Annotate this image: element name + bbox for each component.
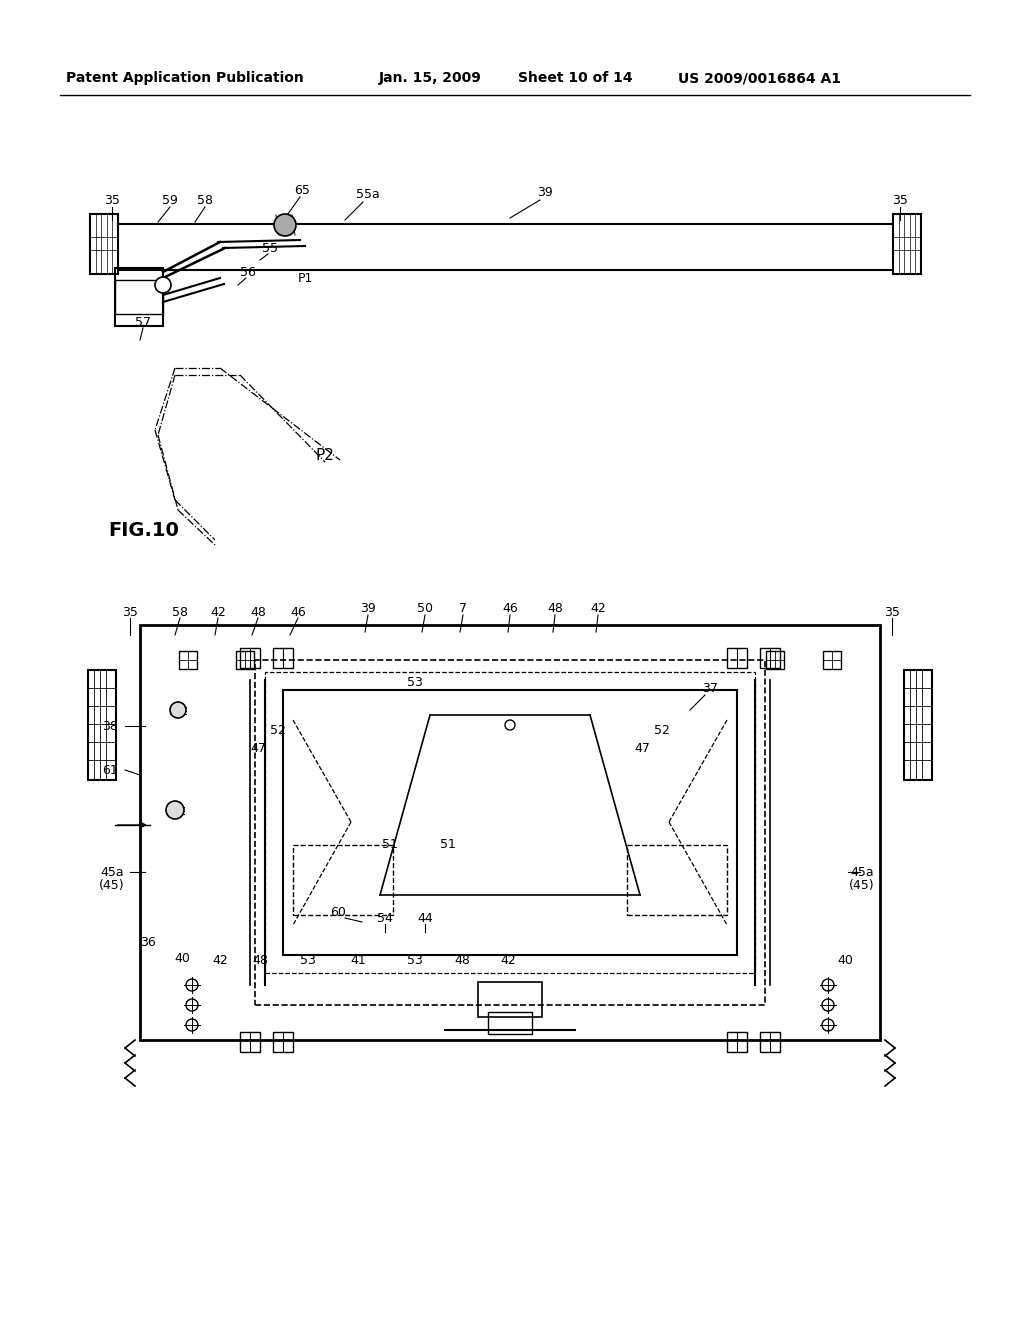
Circle shape — [155, 277, 171, 293]
Bar — [273, 1032, 293, 1052]
Text: 46: 46 — [290, 606, 306, 619]
Text: 39: 39 — [360, 602, 376, 615]
Text: 51: 51 — [440, 838, 456, 851]
Text: 40: 40 — [174, 952, 189, 965]
Bar — [140, 624, 880, 1040]
Bar — [293, 845, 393, 915]
Bar — [760, 648, 780, 668]
Text: 52: 52 — [654, 723, 670, 737]
Text: 48: 48 — [250, 606, 266, 619]
Text: P2: P2 — [315, 447, 335, 462]
Text: 41: 41 — [350, 953, 366, 966]
Text: 42: 42 — [212, 953, 228, 966]
Bar — [488, 1012, 532, 1034]
Text: 55a: 55a — [356, 189, 380, 202]
Text: 58: 58 — [197, 194, 213, 206]
Text: 47: 47 — [250, 742, 266, 755]
Text: 61: 61 — [102, 763, 118, 776]
Text: 65: 65 — [294, 183, 310, 197]
Text: (45): (45) — [849, 879, 874, 892]
Text: 50: 50 — [417, 602, 433, 615]
Text: 60: 60 — [330, 906, 346, 919]
Text: 7: 7 — [459, 602, 467, 615]
Text: 48: 48 — [547, 602, 563, 615]
Text: US 2009/0016864 A1: US 2009/0016864 A1 — [679, 71, 842, 84]
Circle shape — [274, 214, 296, 236]
Text: 57: 57 — [135, 315, 151, 329]
Text: P1: P1 — [297, 272, 312, 285]
Text: 45a: 45a — [850, 866, 873, 879]
Text: 48: 48 — [454, 953, 470, 966]
Bar — [727, 648, 746, 668]
Bar — [904, 671, 932, 780]
Bar — [478, 982, 542, 1016]
Bar — [255, 660, 765, 1005]
Bar — [627, 845, 727, 915]
Bar — [115, 280, 163, 314]
Text: 35: 35 — [122, 606, 138, 619]
Text: Jan. 15, 2009: Jan. 15, 2009 — [379, 71, 481, 84]
Bar — [893, 214, 921, 275]
Text: FIG.10: FIG.10 — [108, 520, 179, 540]
Text: 46: 46 — [502, 602, 518, 615]
Text: 59: 59 — [162, 194, 178, 206]
Bar — [265, 672, 755, 973]
Text: 47: 47 — [634, 742, 650, 755]
Text: 35: 35 — [104, 194, 120, 206]
Text: 56: 56 — [240, 265, 256, 279]
Text: 42: 42 — [500, 953, 516, 966]
Bar — [727, 1032, 746, 1052]
Text: 39: 39 — [538, 186, 553, 199]
Text: 53: 53 — [300, 953, 316, 966]
Text: 48: 48 — [252, 953, 268, 966]
Text: 54: 54 — [377, 912, 393, 924]
Text: 42: 42 — [210, 606, 226, 619]
Text: 35: 35 — [892, 194, 908, 206]
Text: 37: 37 — [702, 681, 718, 694]
Bar — [88, 671, 116, 780]
Bar — [115, 268, 163, 326]
Bar — [823, 651, 841, 669]
Text: 55: 55 — [262, 242, 278, 255]
Text: 38: 38 — [102, 719, 118, 733]
Text: 51: 51 — [382, 838, 398, 851]
Bar — [240, 648, 260, 668]
Text: 53: 53 — [408, 953, 423, 966]
Bar — [240, 1032, 260, 1052]
Bar — [766, 651, 784, 669]
Text: 42: 42 — [590, 602, 606, 615]
Bar — [236, 651, 254, 669]
Text: 36: 36 — [140, 936, 156, 949]
Circle shape — [170, 702, 186, 718]
Text: 58: 58 — [172, 606, 188, 619]
Text: 40: 40 — [837, 953, 853, 966]
Bar — [179, 651, 197, 669]
Text: 53: 53 — [408, 676, 423, 689]
Circle shape — [166, 801, 184, 818]
Text: 35: 35 — [884, 606, 900, 619]
Bar — [283, 690, 737, 954]
Text: 45a: 45a — [100, 866, 124, 879]
Bar — [760, 1032, 780, 1052]
Text: 44: 44 — [417, 912, 433, 924]
Text: Patent Application Publication: Patent Application Publication — [67, 71, 304, 84]
Text: (45): (45) — [99, 879, 125, 892]
Text: Sheet 10 of 14: Sheet 10 of 14 — [518, 71, 632, 84]
Bar — [90, 214, 118, 275]
Bar — [273, 648, 293, 668]
Text: 52: 52 — [270, 723, 286, 737]
